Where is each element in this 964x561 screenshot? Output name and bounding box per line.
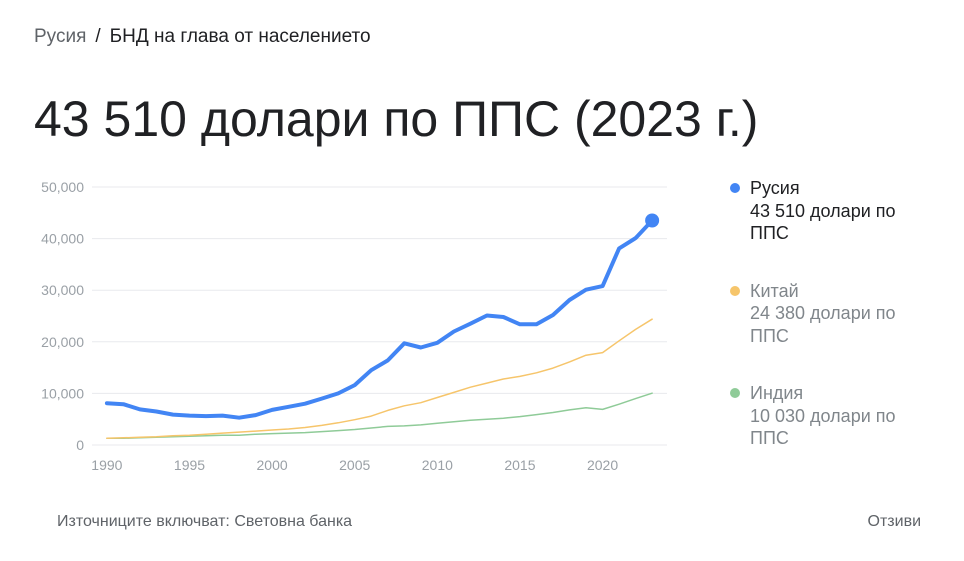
x-tick-label: 2005 (339, 457, 370, 473)
line-chart[interactable]: 0 10,000 20,000 30,000 40,000 50,000 1990 1995 2… (0, 170, 700, 490)
y-tick-label: 40,000 (41, 231, 84, 247)
breadcrumb-current: БНД на глава от населението (109, 26, 371, 47)
legend-dot-icon (730, 183, 740, 193)
legend-series-name: Русия (750, 178, 800, 198)
last-point-marker (645, 213, 660, 228)
legend-item-india[interactable]: Индия 10 030 долари по ППС (728, 382, 938, 450)
series-line-Индия (106, 392, 653, 440)
x-tick-label: 1990 (91, 457, 122, 473)
breadcrumb: Русия / БНД на глава от населението (34, 26, 371, 48)
y-tick-label: 10,000 (41, 385, 84, 401)
y-tick-label: 0 (76, 437, 84, 453)
y-tick-label: 20,000 (41, 334, 84, 350)
legend-dot-icon (730, 285, 740, 296)
breadcrumb-country-link[interactable]: Русия (34, 26, 87, 47)
y-tick-label: 50,000 (41, 179, 84, 195)
legend-series-value: 43 510 долари по ППС (750, 200, 896, 244)
legend-series-value: 10 030 долари по ППС (750, 405, 896, 449)
series-line-Русия (104, 218, 655, 420)
legend-item-china[interactable]: Китай 24 380 долари по ППС (728, 280, 938, 348)
legend-series-name: Индия (750, 383, 804, 403)
chart-legend: Русия 43 510 долари по ППС Китай 24 380 … (728, 177, 938, 485)
series-line-Китай (106, 318, 653, 440)
x-tick-label: 2000 (257, 457, 288, 473)
x-tick-label: 2010 (422, 457, 453, 473)
x-tick-label: 2020 (587, 457, 618, 473)
legend-dot-icon (730, 388, 740, 398)
feedback-link[interactable]: Отзиви (867, 513, 921, 530)
footer-source: Източниците включват: Световна банка (57, 513, 353, 530)
x-tick-label: 1995 (174, 457, 205, 473)
legend-series-name: Китай (750, 280, 799, 301)
headline-value: 43 510 долари по ППС (2023 г.) (34, 91, 759, 147)
legend-series-value: 24 380 долари по ППС (750, 303, 896, 346)
x-tick-label: 2015 (504, 457, 535, 473)
legend-item-russia[interactable]: Русия 43 510 долари по ППС (728, 177, 938, 245)
y-tick-label: 30,000 (41, 282, 84, 298)
breadcrumb-separator: / (95, 26, 101, 47)
